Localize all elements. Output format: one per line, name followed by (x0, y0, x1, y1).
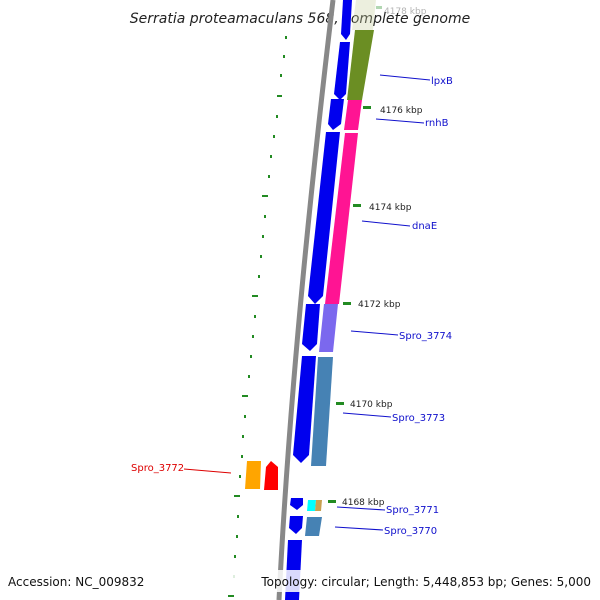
forward-strand-cds (285, 0, 352, 600)
topology-text: Topology: circular; Length: 5,448,853 bp… (260, 575, 591, 589)
cds-spro-3771-b[interactable] (315, 500, 322, 511)
cds-forward-3[interactable] (328, 99, 344, 130)
kbp-label-4174: 4174 kbp (369, 203, 412, 213)
gene-label-spro-3770[interactable]: Spro_3770 (384, 526, 437, 537)
cds-spro-3772-a[interactable] (245, 461, 261, 489)
cds-spro-3771-a[interactable] (307, 500, 316, 511)
cds-forward-5[interactable] (302, 304, 320, 351)
cds-forward-6[interactable] (293, 356, 316, 463)
gene-label-spro-3773[interactable]: Spro_3773 (392, 413, 445, 424)
cds-spro-3772-b[interactable] (264, 461, 278, 490)
label-leader-spro-3772 (183, 468, 232, 474)
footer-backdrop (0, 570, 600, 592)
cds-forward-1[interactable] (341, 0, 352, 40)
kbp-ticks (328, 6, 382, 503)
map-title: Serratia proteamaculans 568, complete ge… (130, 11, 470, 27)
kbp-label-4176: 4176 kbp (380, 106, 423, 116)
cds-spro-3773[interactable] (311, 357, 333, 466)
accession-text: Accession: NC_009832 (8, 575, 144, 589)
cds-lpxB[interactable] (347, 30, 374, 100)
gene-label-spro-3771[interactable]: Spro_3771 (386, 505, 439, 516)
cds-spro-3774[interactable] (319, 304, 338, 352)
kbp-label-4170: 4170 kbp (350, 400, 393, 410)
cds-spro-3770[interactable] (305, 517, 322, 536)
cds-top-faint (352, 0, 376, 30)
kbp-label-4172: 4172 kbp (358, 300, 401, 310)
inner-tick-ring (228, 36, 287, 597)
gene-label-dnaE[interactable]: dnaE (412, 221, 437, 232)
label-leaders (334, 74, 431, 531)
cds-forward-4[interactable] (308, 132, 340, 304)
cds-dnaE[interactable] (325, 133, 358, 304)
kbp-label-4178: 4178 kbp (384, 7, 427, 17)
genome-backbone (276, 0, 336, 600)
gene-label-spro-3774[interactable]: Spro_3774 (399, 331, 452, 342)
cds-forward-8[interactable] (289, 516, 303, 534)
gene-label-lpxB[interactable]: lpxB (431, 76, 453, 87)
cds-forward-7[interactable] (290, 498, 303, 510)
gene-label-spro-3772[interactable]: Spro_3772 (131, 463, 184, 474)
kbp-label-4168: 4168 kbp (342, 498, 385, 508)
gene-label-rnhB[interactable]: rnhB (425, 118, 449, 129)
cds-forward-2[interactable] (334, 42, 350, 100)
cds-rnhB[interactable] (344, 100, 362, 130)
